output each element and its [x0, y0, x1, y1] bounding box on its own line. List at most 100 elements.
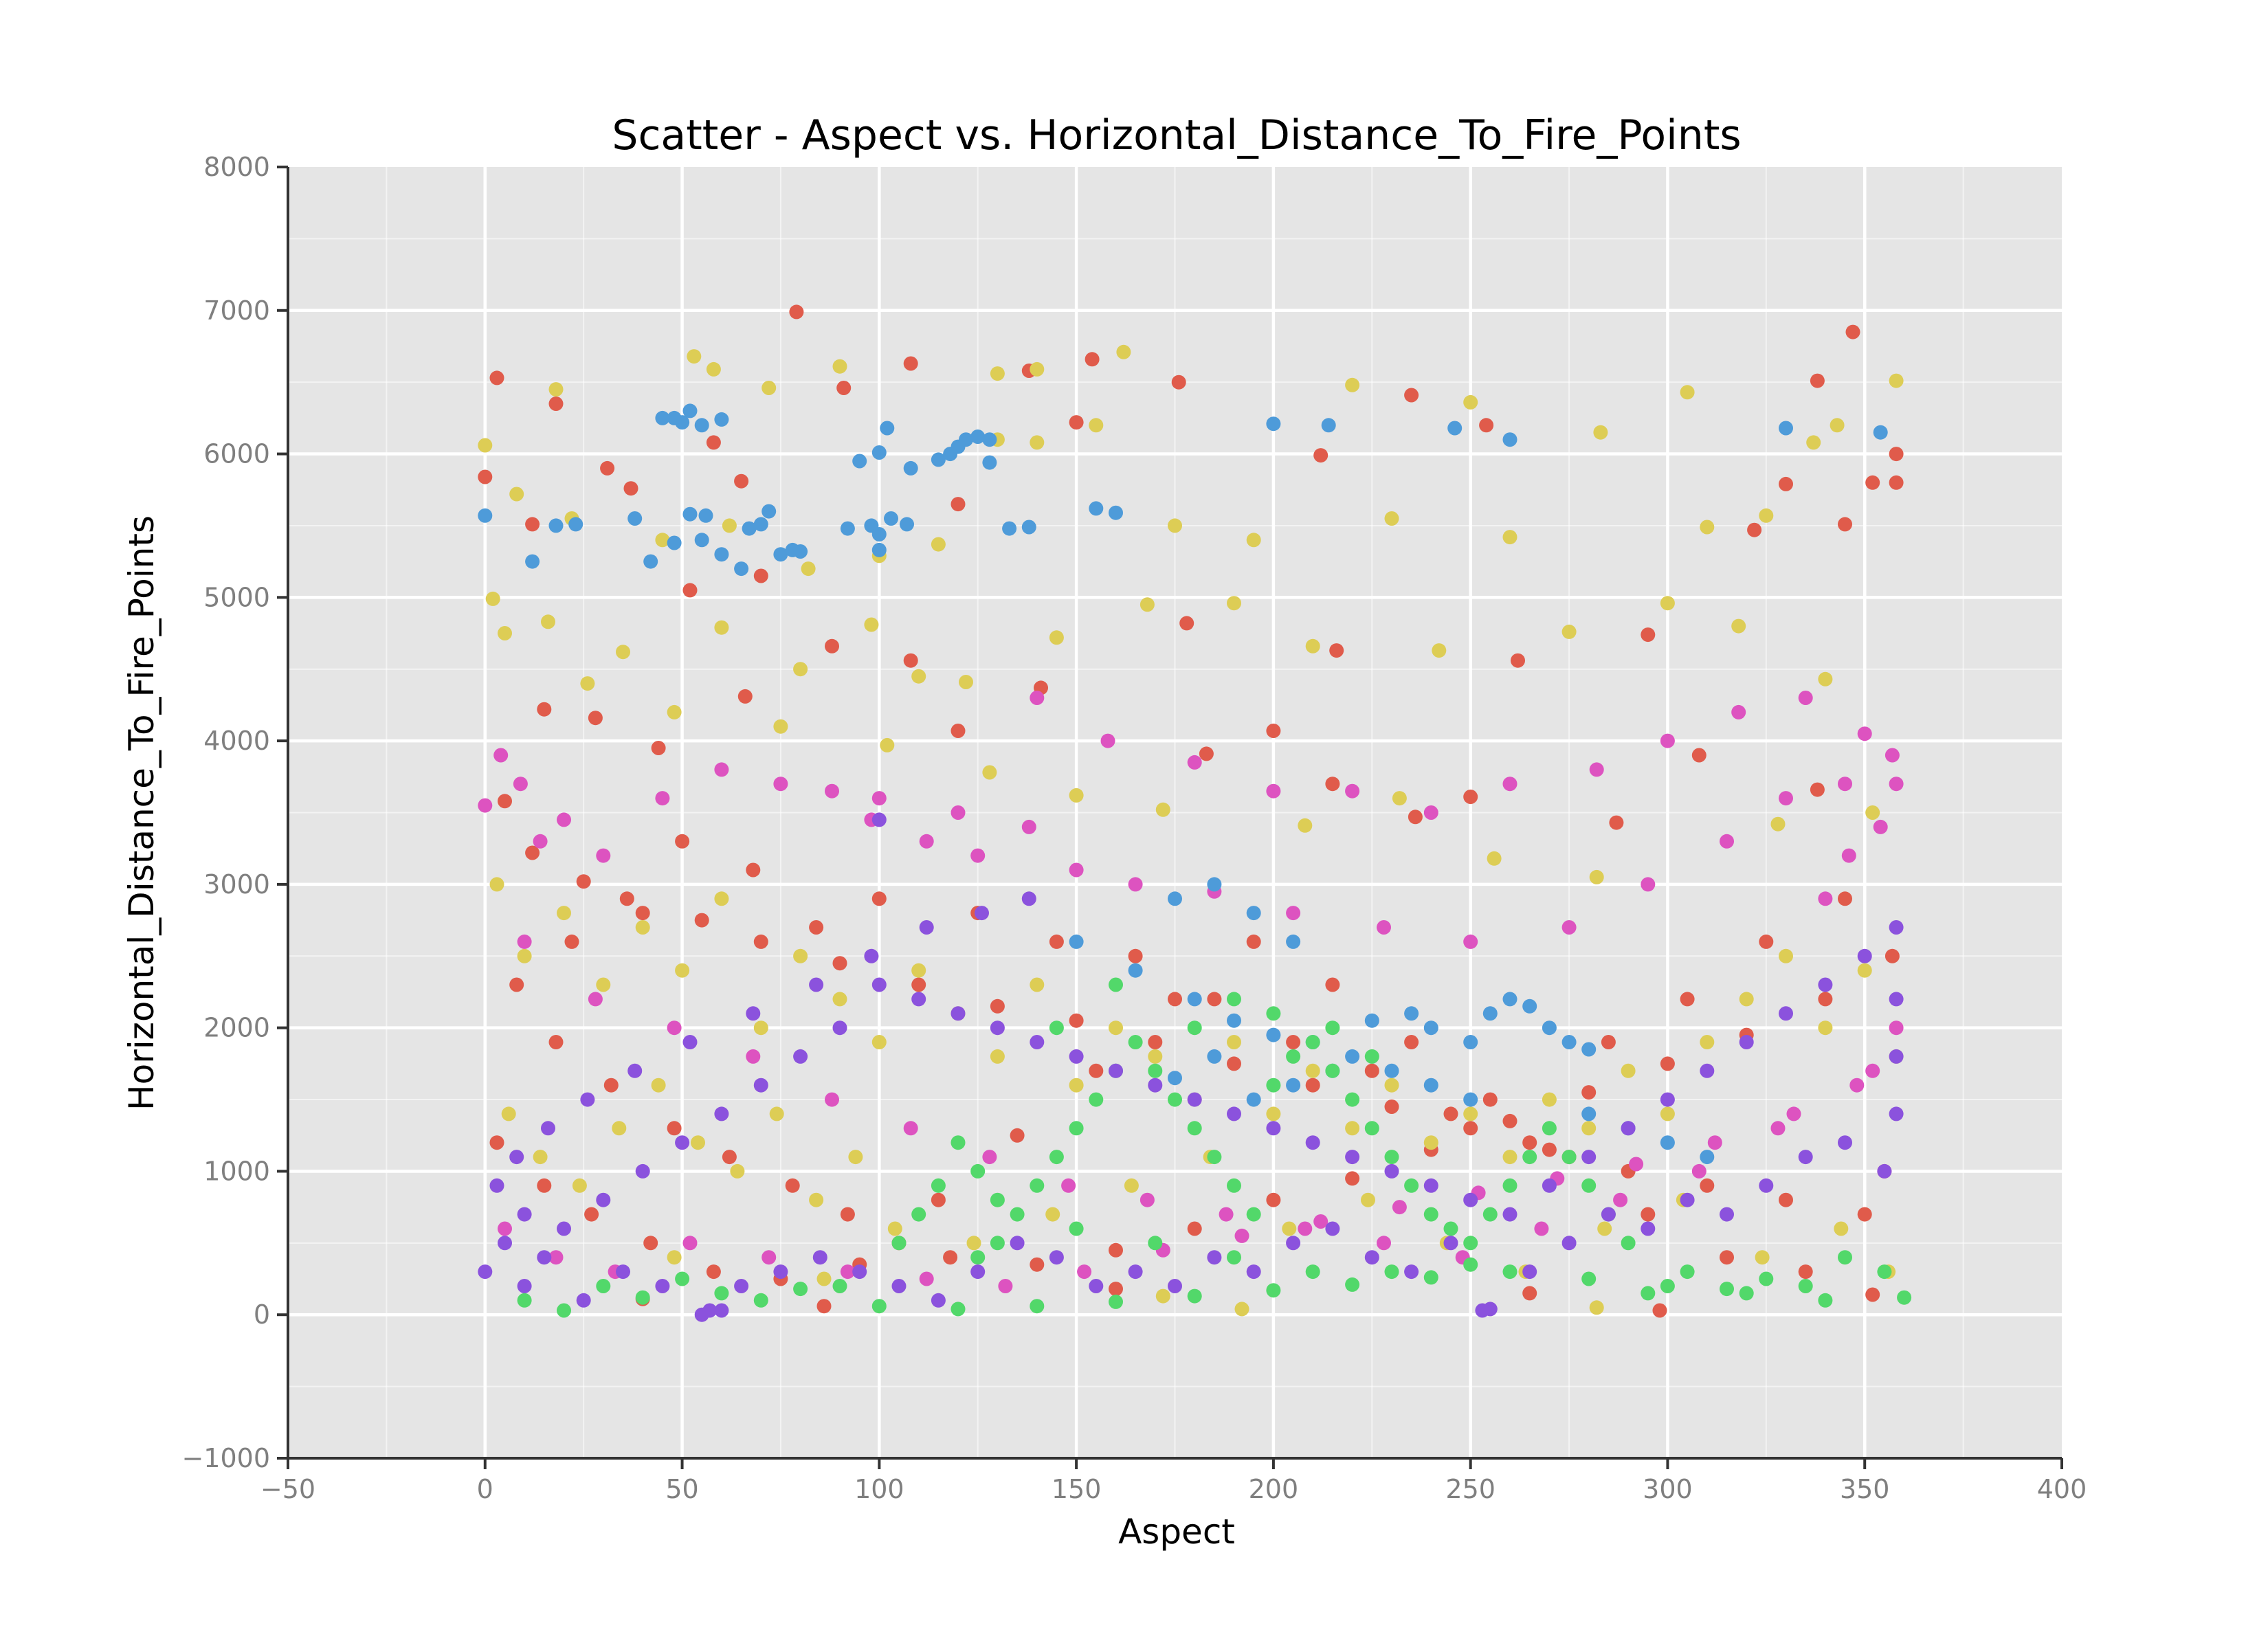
data-point [970, 1264, 986, 1280]
data-point [825, 1092, 839, 1107]
data-point [1522, 1286, 1537, 1301]
data-point [682, 506, 698, 522]
data-point [1187, 992, 1202, 1007]
data-point [832, 992, 847, 1007]
data-point [1522, 1264, 1537, 1280]
data-point [737, 689, 753, 704]
data-point [1885, 948, 1900, 963]
data-point [1841, 848, 1856, 863]
data-point [667, 1250, 682, 1265]
data-point [1502, 1150, 1517, 1165]
data-point [970, 429, 986, 444]
data-point [761, 504, 777, 519]
data-point [742, 521, 757, 536]
data-point [950, 805, 966, 820]
data-point [1325, 977, 1340, 992]
data-point [687, 349, 702, 364]
data-point [596, 1279, 611, 1293]
y-tick-label: 4000 [203, 726, 270, 756]
data-point [1770, 816, 1786, 831]
data-point [1089, 501, 1104, 516]
data-point [619, 891, 634, 906]
data-point [1345, 1049, 1360, 1064]
data-point [773, 547, 788, 562]
data-point [1849, 1078, 1865, 1093]
data-point [682, 1035, 698, 1049]
data-point [557, 1303, 571, 1318]
data-point [1207, 877, 1222, 892]
data-point [1423, 1270, 1438, 1285]
data-point [1187, 1288, 1202, 1304]
data-point [1286, 1078, 1301, 1093]
data-point [1030, 977, 1045, 992]
data-point [1482, 1207, 1498, 1222]
data-point [1463, 1092, 1478, 1107]
data-point [900, 517, 914, 532]
data-point [1885, 748, 1900, 763]
data-point [1227, 1056, 1241, 1071]
data-point [919, 834, 934, 849]
data-point [1482, 1302, 1498, 1317]
data-point [1061, 1178, 1076, 1193]
data-point [1109, 1063, 1123, 1078]
data-point [1227, 1250, 1241, 1265]
data-point [513, 777, 528, 792]
data-point [1542, 1020, 1557, 1036]
data-point [793, 544, 808, 559]
data-point [812, 1250, 827, 1265]
data-point [1502, 1113, 1517, 1128]
data-point [1680, 1192, 1695, 1207]
data-point [1818, 992, 1833, 1007]
data-point [903, 460, 918, 476]
data-point [1030, 1299, 1045, 1314]
data-point [1779, 1192, 1793, 1207]
data-point [1542, 1092, 1557, 1107]
data-point [1364, 1063, 1379, 1078]
data-point [1798, 1150, 1813, 1165]
data-point [887, 1221, 902, 1236]
data-point [911, 963, 926, 978]
data-point [509, 1150, 524, 1165]
data-point [1377, 1236, 1391, 1251]
data-point [517, 934, 532, 949]
data-point [1889, 992, 1904, 1007]
data-point [1482, 1092, 1498, 1107]
data-point [1002, 521, 1017, 536]
data-point [753, 934, 768, 949]
data-point [801, 561, 816, 577]
data-point [643, 1236, 658, 1251]
data-point [1739, 1286, 1754, 1301]
data-point [1834, 1221, 1849, 1236]
point-series-4 [478, 403, 1888, 1165]
data-point [517, 1293, 532, 1308]
data-point [1030, 435, 1045, 450]
data-point [1286, 1236, 1301, 1251]
data-point [1601, 1207, 1616, 1222]
data-point [970, 848, 986, 863]
data-point [1652, 1303, 1667, 1318]
data-point [1404, 1035, 1419, 1049]
data-point [950, 1135, 966, 1150]
data-point [1219, 1207, 1234, 1222]
data-point [537, 1178, 552, 1193]
data-point [1286, 1035, 1301, 1049]
data-point [557, 1221, 571, 1236]
data-point [682, 403, 698, 418]
data-point [1089, 418, 1104, 433]
data-point [1720, 1207, 1734, 1222]
data-point [1187, 1092, 1202, 1107]
data-point [623, 481, 638, 496]
data-point [576, 1293, 591, 1308]
data-point [1030, 691, 1045, 705]
data-point [1227, 1035, 1241, 1049]
data-point [1246, 906, 1261, 921]
y-axis: −1000 0 1000 2000 3000 4000 5000 6000 7000 8000 [181, 152, 289, 1473]
data-point [509, 977, 524, 992]
data-point [1030, 361, 1045, 377]
data-point [1443, 1221, 1458, 1236]
data-point [1865, 1063, 1880, 1078]
data-point [1345, 1171, 1360, 1186]
data-point [1443, 1236, 1458, 1251]
data-point [501, 1106, 516, 1121]
